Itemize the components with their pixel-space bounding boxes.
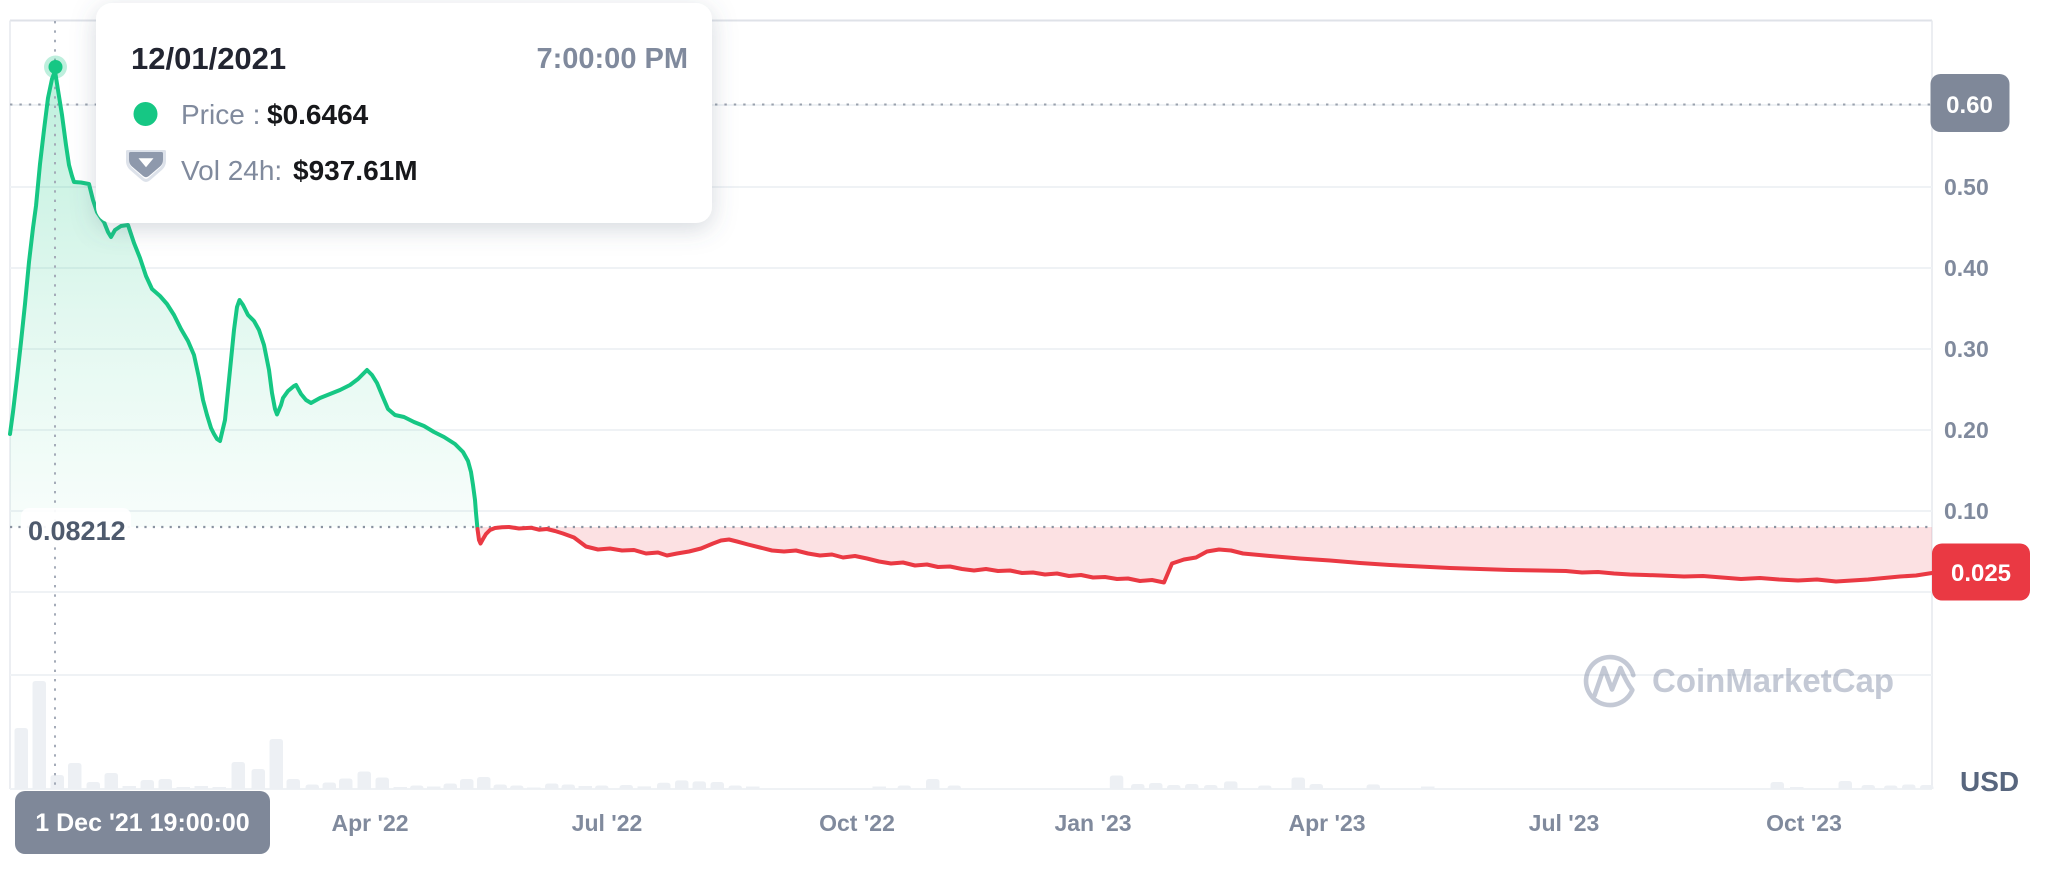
svg-text:Apr '23: Apr '23 — [1288, 810, 1365, 836]
svg-text:CoinMarketCap: CoinMarketCap — [1652, 662, 1894, 699]
svg-text:0.10: 0.10 — [1944, 498, 1989, 524]
svg-text:USD: USD — [1960, 766, 2019, 797]
svg-text:0.08212: 0.08212 — [28, 516, 126, 546]
svg-text:Jul '22: Jul '22 — [572, 810, 643, 836]
svg-text:0.60: 0.60 — [1946, 92, 1993, 119]
svg-text:Jan '23: Jan '23 — [1054, 810, 1131, 836]
svg-text:0.025: 0.025 — [1951, 560, 2011, 587]
svg-text:Oct '23: Oct '23 — [1766, 810, 1842, 836]
svg-text:Oct '22: Oct '22 — [819, 810, 895, 836]
svg-text:7:00:00 PM: 7:00:00 PM — [536, 43, 688, 75]
svg-text:12/01/2021: 12/01/2021 — [131, 41, 286, 76]
svg-text:0.50: 0.50 — [1944, 174, 1989, 200]
svg-text:1 Dec '21 19:00:00: 1 Dec '21 19:00:00 — [35, 809, 249, 837]
svg-text:Apr '22: Apr '22 — [331, 810, 408, 836]
svg-text:Vol 24h:: Vol 24h: — [181, 155, 282, 186]
svg-text:0.40: 0.40 — [1944, 255, 1989, 281]
svg-text:0.20: 0.20 — [1944, 417, 1989, 443]
svg-text:$937.61M: $937.61M — [293, 155, 418, 186]
svg-text:Jul '23: Jul '23 — [1529, 810, 1600, 836]
svg-text:$0.6464: $0.6464 — [267, 99, 369, 130]
svg-text:0.30: 0.30 — [1944, 336, 1989, 362]
svg-text:Price :: Price : — [181, 99, 260, 130]
